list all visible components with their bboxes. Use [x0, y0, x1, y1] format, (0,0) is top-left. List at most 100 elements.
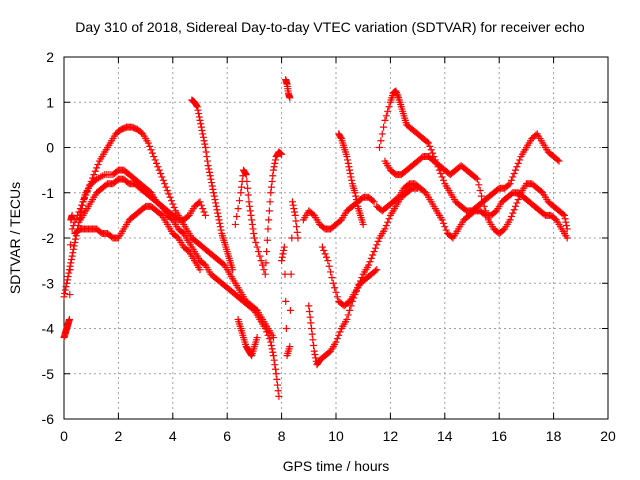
data-point: [369, 197, 377, 205]
data-point: [68, 252, 76, 260]
data-point: [78, 201, 86, 209]
data-point: [197, 201, 205, 209]
data-point: [509, 173, 517, 181]
data-point: [71, 239, 79, 247]
data-point: [439, 219, 447, 227]
data-point: [267, 341, 275, 349]
data-point: [506, 216, 514, 224]
data-point: [150, 153, 158, 161]
data-point: [264, 225, 272, 233]
data-point: [365, 261, 373, 269]
data-point: [563, 222, 571, 230]
data-point: [169, 200, 177, 208]
data-point: [310, 341, 318, 349]
data-point: [344, 311, 352, 319]
data-point: [293, 228, 301, 236]
data-point: [347, 173, 355, 181]
data-point: [480, 202, 488, 210]
data-point: [392, 87, 400, 95]
data-point: [152, 159, 160, 167]
data-point: [216, 223, 224, 231]
data-point: [79, 198, 87, 206]
data-point: [288, 198, 296, 206]
data-point: [367, 254, 375, 262]
data-point: [353, 199, 361, 207]
x-axis-label: GPS time / hours: [283, 458, 390, 474]
data-point: [371, 267, 379, 275]
data-point: [231, 220, 239, 228]
data-point: [237, 189, 245, 197]
data-point: [161, 180, 169, 188]
data-points: [60, 76, 571, 400]
y-tick-label: -1: [42, 185, 55, 201]
data-point: [555, 157, 563, 165]
data-point: [260, 266, 268, 274]
data-point: [351, 189, 359, 197]
data-point: [282, 325, 290, 332]
data-point: [281, 270, 289, 278]
series-track-i: [278, 198, 302, 360]
data-point: [321, 250, 329, 258]
data-point: [278, 257, 286, 265]
data-point: [248, 216, 256, 224]
data-point: [263, 236, 271, 244]
data-point: [366, 258, 374, 266]
data-point: [320, 246, 328, 254]
series-track-d: [76, 175, 209, 224]
data-point: [306, 313, 314, 321]
x-tick-label: 20: [600, 428, 616, 444]
data-point: [384, 218, 392, 226]
data-point: [359, 220, 367, 228]
data-point: [194, 106, 202, 114]
data-point: [325, 262, 333, 270]
data-point: [167, 197, 175, 205]
data-point: [86, 181, 94, 189]
data-point: [201, 140, 209, 148]
data-point: [261, 270, 269, 278]
data-point: [327, 268, 335, 276]
data-point: [380, 123, 388, 131]
series-track-o: [381, 153, 571, 237]
data-point: [252, 239, 260, 247]
data-point: [208, 182, 216, 190]
data-point: [278, 150, 286, 158]
series-track-c: [71, 202, 204, 274]
data-point: [376, 144, 384, 151]
data-point: [262, 259, 270, 267]
data-point: [157, 170, 165, 178]
x-tick-label: 14: [437, 428, 453, 444]
data-point: [324, 257, 332, 265]
data-point: [280, 246, 288, 254]
data-point: [438, 216, 446, 224]
data-point: [196, 266, 204, 274]
data-point: [309, 336, 317, 344]
data-point: [310, 347, 318, 355]
data-point: [333, 335, 341, 343]
data-point: [201, 144, 209, 151]
series-track-e: [188, 96, 237, 274]
data-point: [214, 209, 222, 217]
data-point: [65, 315, 73, 323]
data-point: [374, 237, 382, 245]
data-point: [279, 250, 287, 258]
data-point: [382, 222, 390, 230]
data-point: [199, 205, 207, 213]
data-point: [513, 199, 521, 207]
data-point: [162, 183, 170, 191]
y-tick-label: -3: [42, 275, 55, 291]
data-point: [385, 103, 393, 111]
data-point: [205, 165, 213, 173]
data-point: [514, 196, 522, 204]
data-point: [246, 202, 254, 210]
data-point: [476, 186, 484, 194]
data-point: [516, 156, 524, 164]
data-point: [67, 255, 75, 263]
data-point: [329, 279, 337, 287]
data-point: [472, 174, 480, 182]
data-point: [560, 211, 568, 219]
data-point: [200, 208, 208, 216]
data-point: [80, 194, 88, 202]
y-tick-label: -5: [42, 366, 55, 382]
data-point: [163, 186, 171, 194]
data-point: [332, 288, 340, 296]
